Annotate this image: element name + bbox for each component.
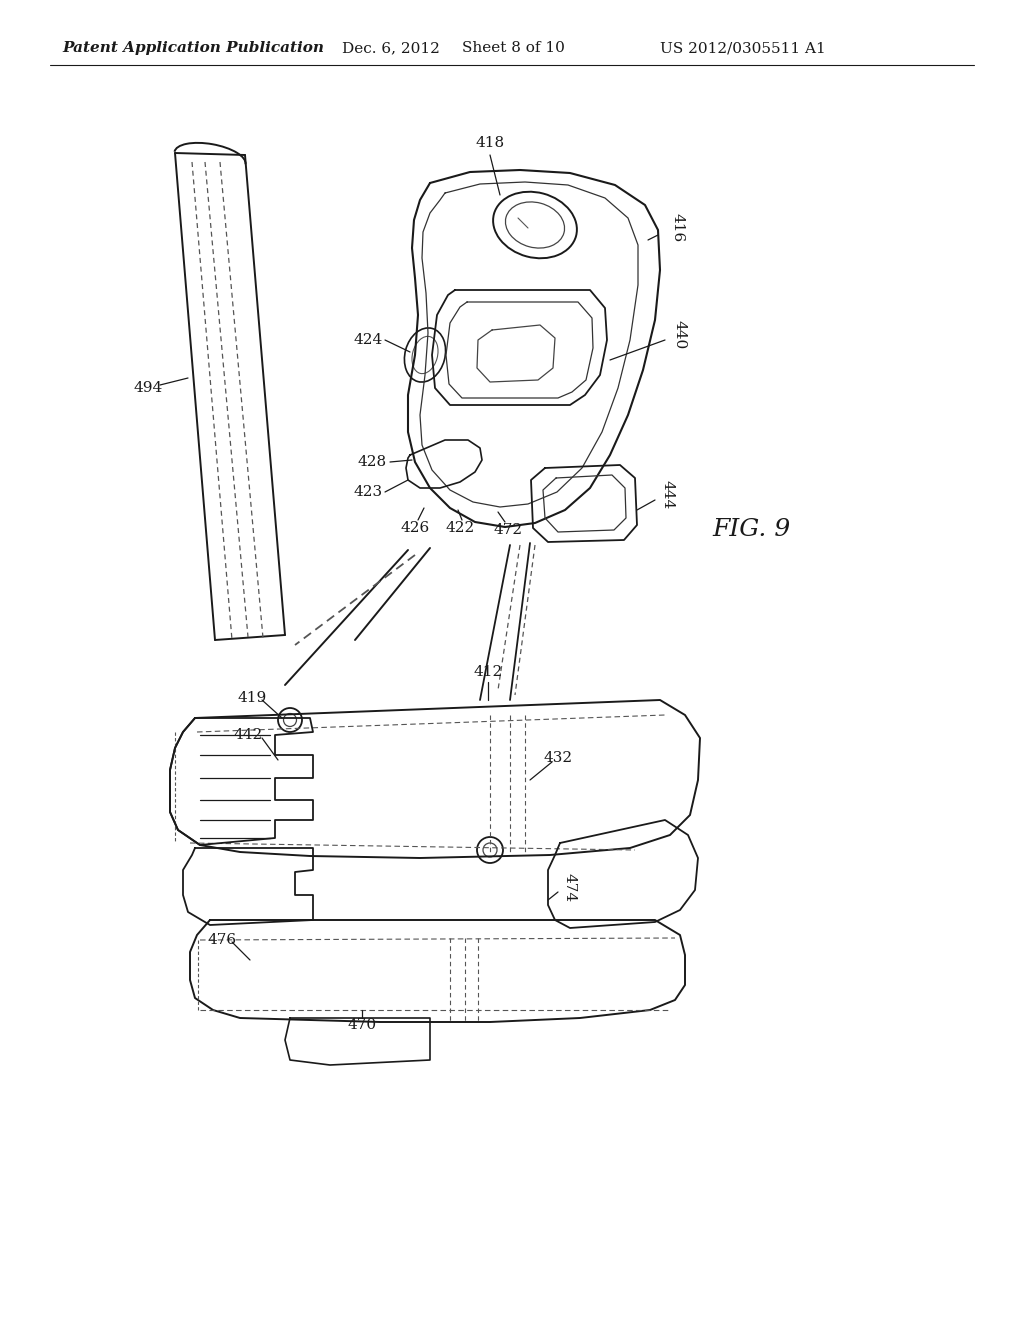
Text: 476: 476 [208, 933, 237, 946]
Text: 419: 419 [238, 690, 266, 705]
Text: 418: 418 [475, 136, 505, 150]
Text: Sheet 8 of 10: Sheet 8 of 10 [462, 41, 565, 55]
Text: FIG. 9: FIG. 9 [712, 519, 791, 541]
Text: 423: 423 [353, 484, 383, 499]
Text: 432: 432 [544, 751, 572, 766]
Text: 424: 424 [353, 333, 383, 347]
Text: 422: 422 [445, 521, 475, 535]
Text: 470: 470 [347, 1018, 377, 1032]
Text: 440: 440 [672, 321, 686, 350]
Text: Patent Application Publication: Patent Application Publication [62, 41, 324, 55]
Text: US 2012/0305511 A1: US 2012/0305511 A1 [660, 41, 825, 55]
Text: 416: 416 [670, 214, 684, 243]
Text: 412: 412 [473, 665, 503, 678]
Text: 426: 426 [400, 521, 430, 535]
Text: 494: 494 [133, 381, 163, 395]
Text: 442: 442 [233, 729, 262, 742]
Text: 428: 428 [357, 455, 387, 469]
Text: 474: 474 [562, 874, 575, 903]
Text: 472: 472 [494, 523, 522, 537]
Text: 444: 444 [660, 480, 674, 510]
Text: Dec. 6, 2012: Dec. 6, 2012 [342, 41, 440, 55]
